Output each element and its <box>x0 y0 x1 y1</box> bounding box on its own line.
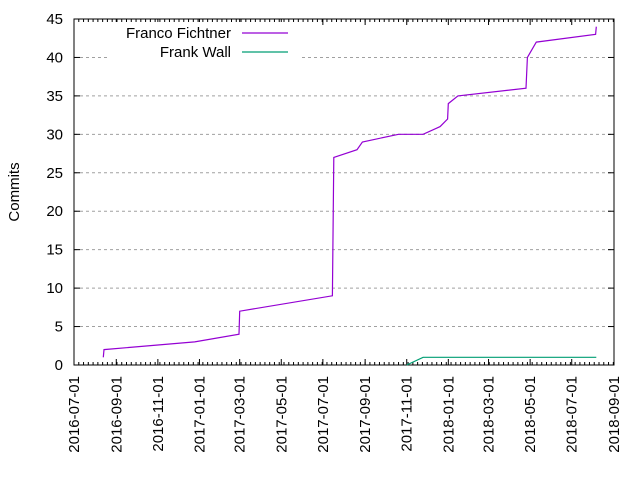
plot-frame <box>73 18 615 366</box>
y-tick-label: 20 <box>46 203 63 220</box>
y-tick-label: 30 <box>46 126 63 143</box>
x-tick-label: 2017-01-01 <box>191 376 208 453</box>
x-tick-label: 2016-09-01 <box>108 376 125 453</box>
grid-lines <box>74 56 614 328</box>
x-tick-label: 2016-11-01 <box>150 376 167 452</box>
series-line-frank-wall <box>406 356 597 366</box>
x-tick-label: 2016-07-01 <box>66 376 83 453</box>
x-tick-label: 2018-05-01 <box>522 376 539 453</box>
series-line-franco-fichtner <box>102 26 597 358</box>
y-tick-label: 25 <box>46 165 63 182</box>
y-tick-label: 40 <box>46 49 63 66</box>
legend-label-franco-fichtner: Franco Fichtner <box>126 25 231 42</box>
y-tick-label: 45 <box>46 11 63 28</box>
y-tick-label: 35 <box>46 88 63 105</box>
x-tick-label: 2017-05-01 <box>273 376 290 453</box>
y-tick-label: 5 <box>55 319 63 336</box>
legend-label-frank-wall: Frank Wall <box>160 44 231 61</box>
x-tick-label: 2017-09-01 <box>357 376 374 453</box>
y-axis-title: Commits <box>6 162 23 221</box>
x-tick-label: 2017-11-01 <box>399 376 416 452</box>
x-tick-label: 2018-07-01 <box>564 376 581 453</box>
y-tick-label: 0 <box>55 357 63 374</box>
y-tick-label: 15 <box>46 242 63 259</box>
y-tick-label: 10 <box>46 280 63 297</box>
x-tick-label: 2017-03-01 <box>232 376 249 453</box>
y-axis-ticks: 0 5 10 15 20 25 30 35 40 45 <box>46 11 614 374</box>
x-tick-label: 2018-03-01 <box>481 376 498 453</box>
x-tick-label: 2017-07-01 <box>315 376 332 453</box>
x-tick-label: 2018-09-01 <box>606 376 623 453</box>
series-lines <box>102 26 597 366</box>
legend: Franco Fichtner Frank Wall <box>110 22 300 64</box>
x-tick-label: 2018-01-01 <box>440 376 457 453</box>
x-axis-ticks: 2016-07-01 2016-09-01 2016-11-01 2017-01-01… <box>66 19 623 453</box>
